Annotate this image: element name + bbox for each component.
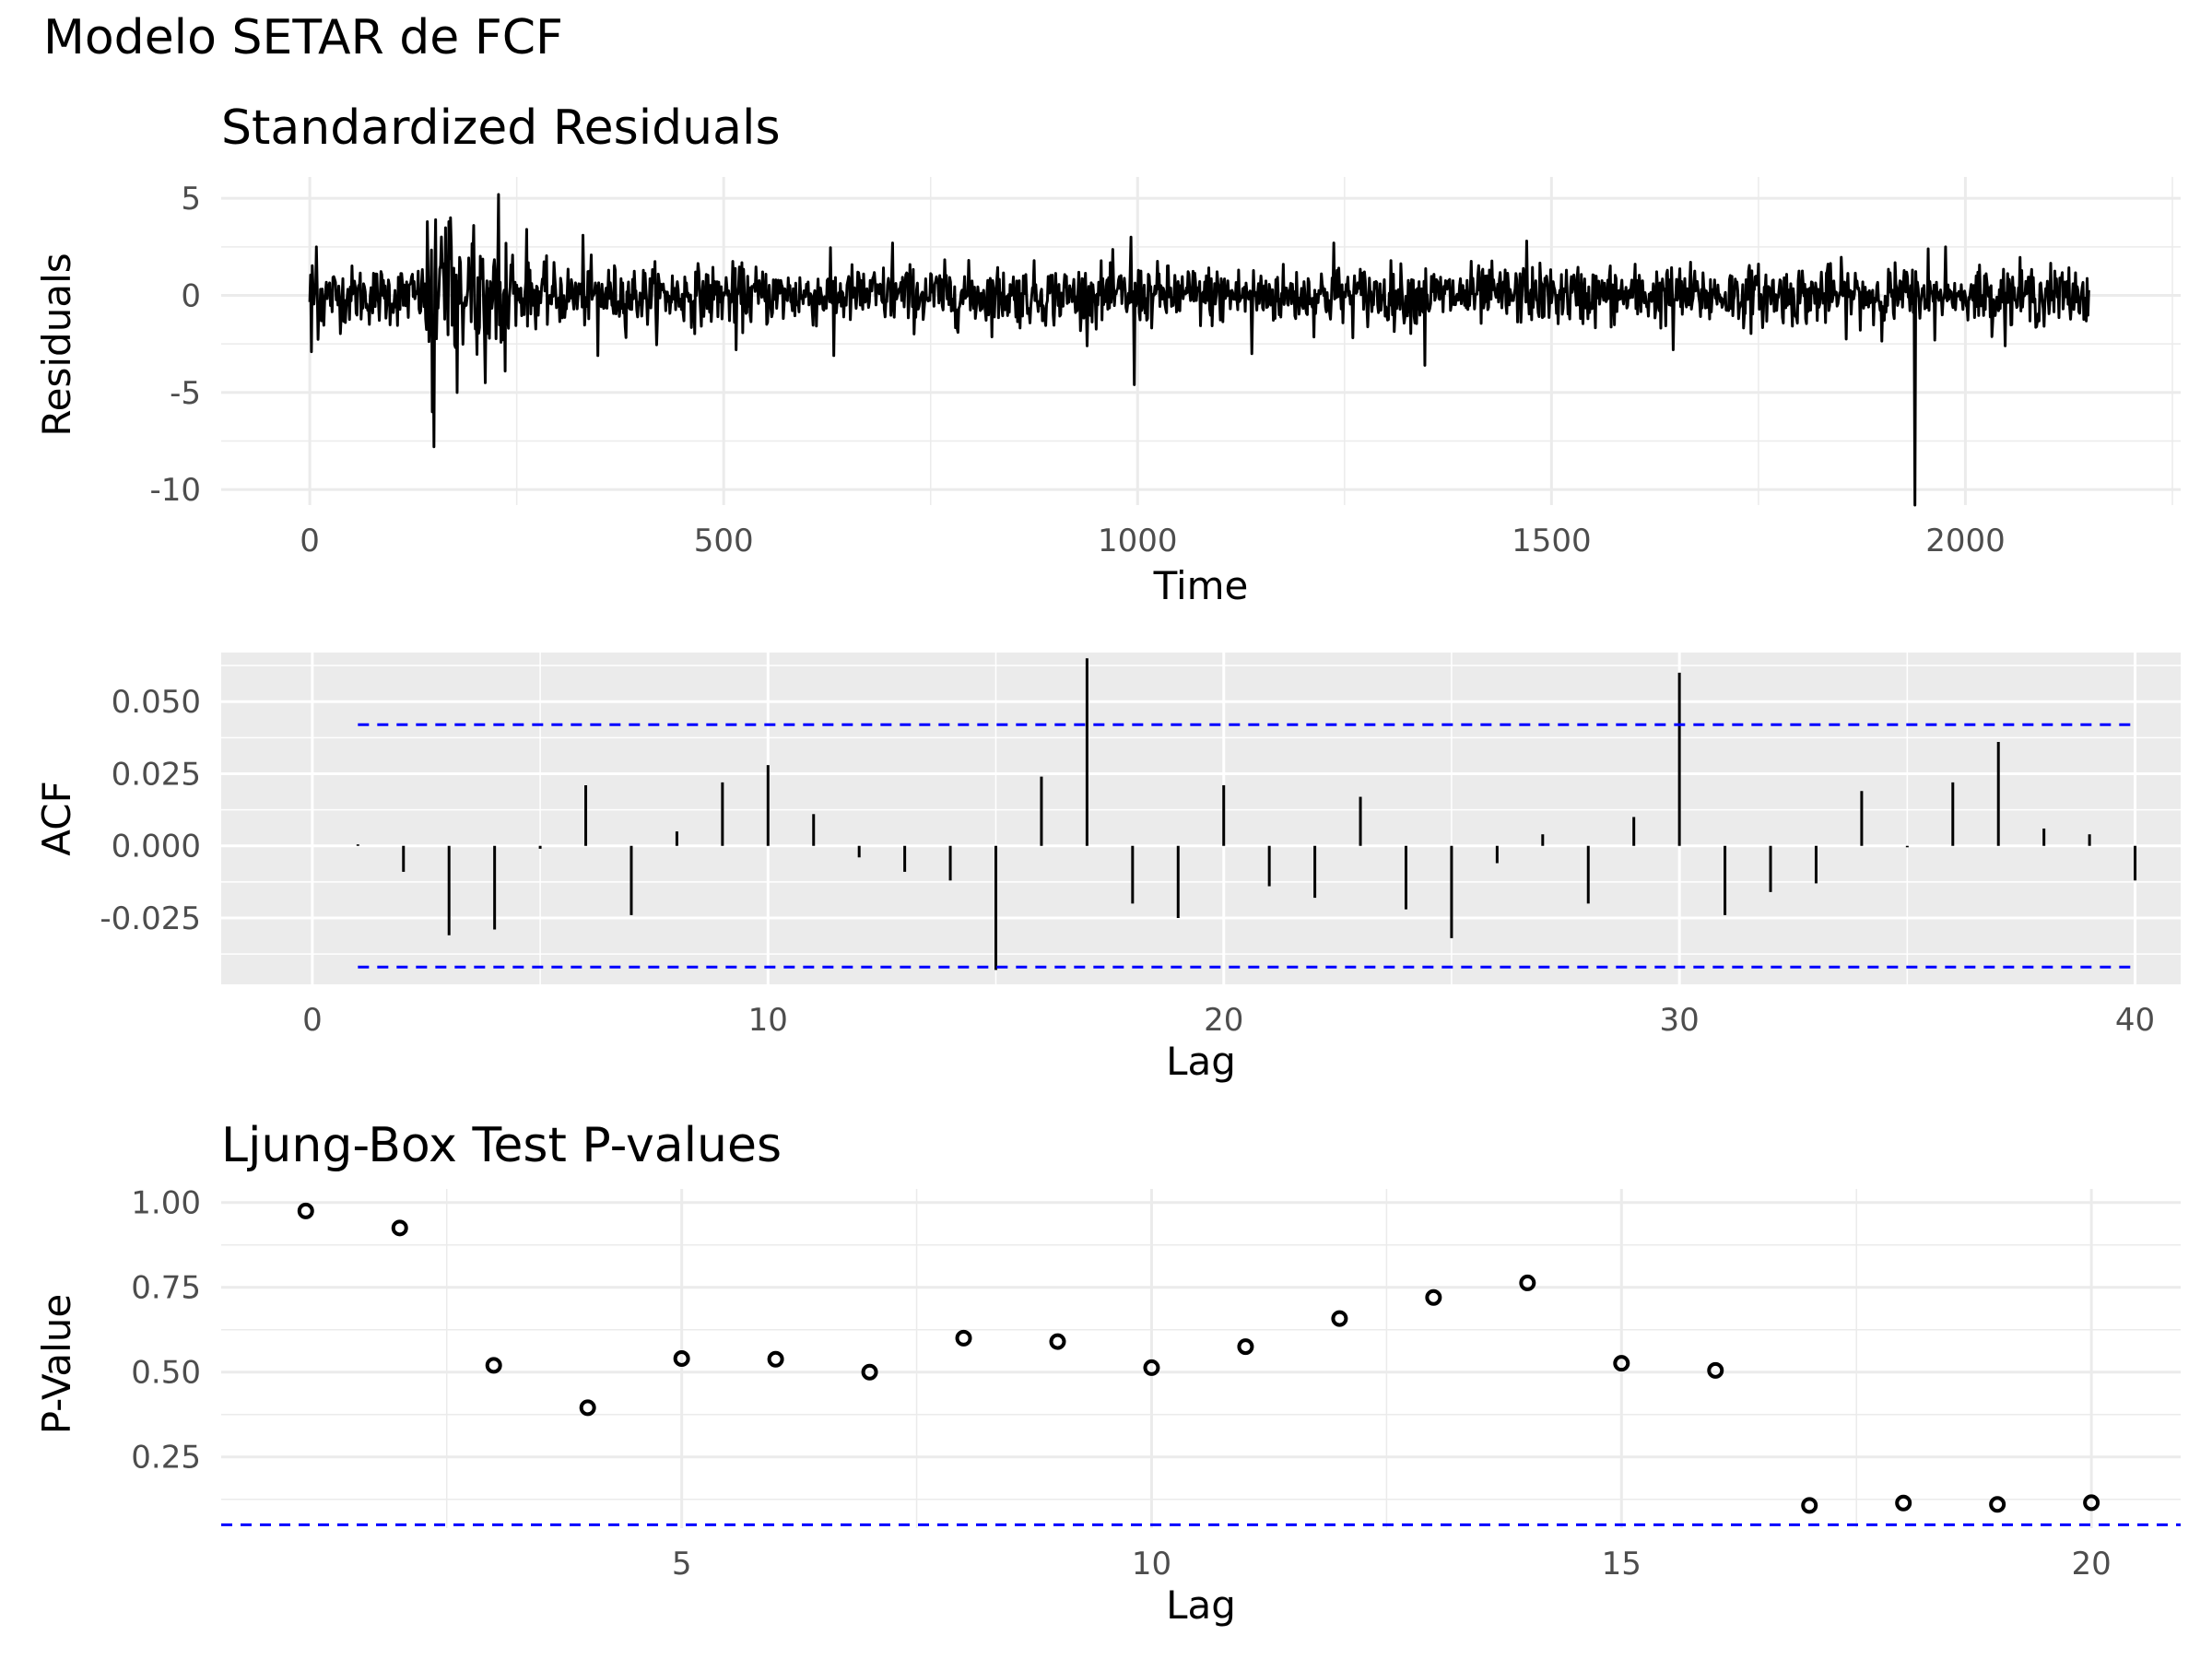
ljungbox-x-tick-label: 5 (672, 1546, 692, 1583)
ljungbox-point (391, 1219, 408, 1237)
ljungbox-panel: Ljung-Box Test P-values 1.00 0.75 0.50 0.25… (34, 1118, 2181, 1628)
ljungbox-point (767, 1350, 784, 1368)
residuals-x-ticks: 0 500 1000 1500 2000 (300, 523, 2005, 559)
ljungbox-point (579, 1399, 596, 1417)
acf-y-tick-label: 0.025 (112, 756, 201, 793)
residuals-y-tick-label: -5 (170, 375, 201, 412)
residuals-x-tick-label: 2000 (1925, 523, 2006, 559)
ljungbox-y-tick-label: 0.25 (131, 1440, 201, 1477)
residuals-y-axis-label: Residuals (34, 253, 79, 436)
ljungbox-point (1425, 1288, 1442, 1306)
residuals-title: Standardized Residuals (221, 100, 781, 156)
acf-x-tick-label: 0 (302, 1002, 323, 1039)
ljungbox-y-tick-label: 0.75 (131, 1270, 201, 1307)
ljungbox-point (955, 1329, 972, 1347)
acf-x-tick-label: 40 (2115, 1002, 2155, 1039)
ljungbox-point (1801, 1497, 1818, 1514)
residuals-y-ticks: 5 0 -5 -10 (149, 181, 201, 509)
acf-x-tick-label: 20 (1204, 1002, 1243, 1039)
ljungbox-point (485, 1357, 502, 1374)
residuals-series-line (308, 193, 2090, 507)
acf-plot-background (221, 653, 2181, 984)
acf-y-ticks: 0.050 0.025 0.000 -0.025 (100, 684, 201, 937)
acf-x-ticks: 0 10 20 30 40 (302, 1002, 2155, 1039)
acf-y-tick-label: 0.050 (112, 684, 201, 721)
residuals-x-axis-label: Time (1153, 563, 1249, 608)
ljungbox-title: Ljung-Box Test P-values (221, 1118, 782, 1173)
residuals-y-tick-label: 5 (181, 181, 201, 218)
ljungbox-point (1519, 1274, 1536, 1291)
ljungbox-point (1049, 1333, 1066, 1350)
acf-y-tick-label: 0.000 (112, 829, 201, 865)
ljungbox-point (297, 1202, 314, 1219)
acf-y-axis-label: ACF (34, 781, 79, 855)
ljungbox-x-ticks: 5 10 15 20 (672, 1546, 2112, 1583)
acf-x-tick-label: 10 (748, 1002, 788, 1039)
ljungbox-point (1613, 1355, 1630, 1372)
acf-x-tick-label: 30 (1660, 1002, 1700, 1039)
ljungbox-point (2083, 1494, 2100, 1512)
residuals-x-tick-label: 1500 (1512, 523, 1592, 559)
ljungbox-point (1237, 1338, 1254, 1356)
figure-title: Modelo SETAR de FCF (43, 10, 563, 65)
ljungbox-grid (221, 1189, 2181, 1528)
residuals-panel: Standardized Residuals 5 0 -5 -10 0 500 1000 1… (34, 100, 2181, 608)
acf-y-tick-label: -0.025 (100, 900, 201, 937)
ljungbox-x-tick-label: 20 (2071, 1546, 2111, 1583)
ljungbox-point (673, 1350, 690, 1367)
ljungbox-point (1143, 1359, 1160, 1376)
ljungbox-x-axis-label: Lag (1166, 1583, 1236, 1628)
residuals-y-tick-label: 0 (181, 277, 201, 314)
ljungbox-y-axis-label: P-Value (34, 1294, 79, 1434)
ljungbox-point (861, 1363, 878, 1381)
ljungbox-y-tick-label: 1.00 (131, 1185, 201, 1222)
acf-panel: 0.050 0.025 0.000 -0.025 0 10 20 30 40 Lag ACF (34, 653, 2181, 1084)
residuals-x-tick-label: 0 (300, 523, 320, 559)
ljungbox-y-ticks: 1.00 0.75 0.50 0.25 (131, 1185, 201, 1477)
residuals-grid (221, 177, 2181, 505)
ljungbox-point (1989, 1496, 2006, 1513)
ljungbox-point (1707, 1361, 1724, 1379)
residuals-y-tick-label: -10 (149, 472, 201, 509)
ljungbox-x-tick-label: 10 (1132, 1546, 1171, 1583)
residuals-x-tick-label: 500 (694, 523, 754, 559)
ljungbox-y-tick-label: 0.50 (131, 1355, 201, 1392)
ljungbox-point (1331, 1310, 1348, 1327)
acf-bars (356, 658, 2137, 971)
ljungbox-point (1895, 1494, 1912, 1512)
ljungbox-x-tick-label: 15 (1602, 1546, 1641, 1583)
acf-confidence-bounds (358, 723, 2136, 969)
residuals-x-tick-label: 1000 (1098, 523, 1178, 559)
acf-x-axis-label: Lag (1166, 1039, 1236, 1084)
ljungbox-points (297, 1202, 2100, 1514)
